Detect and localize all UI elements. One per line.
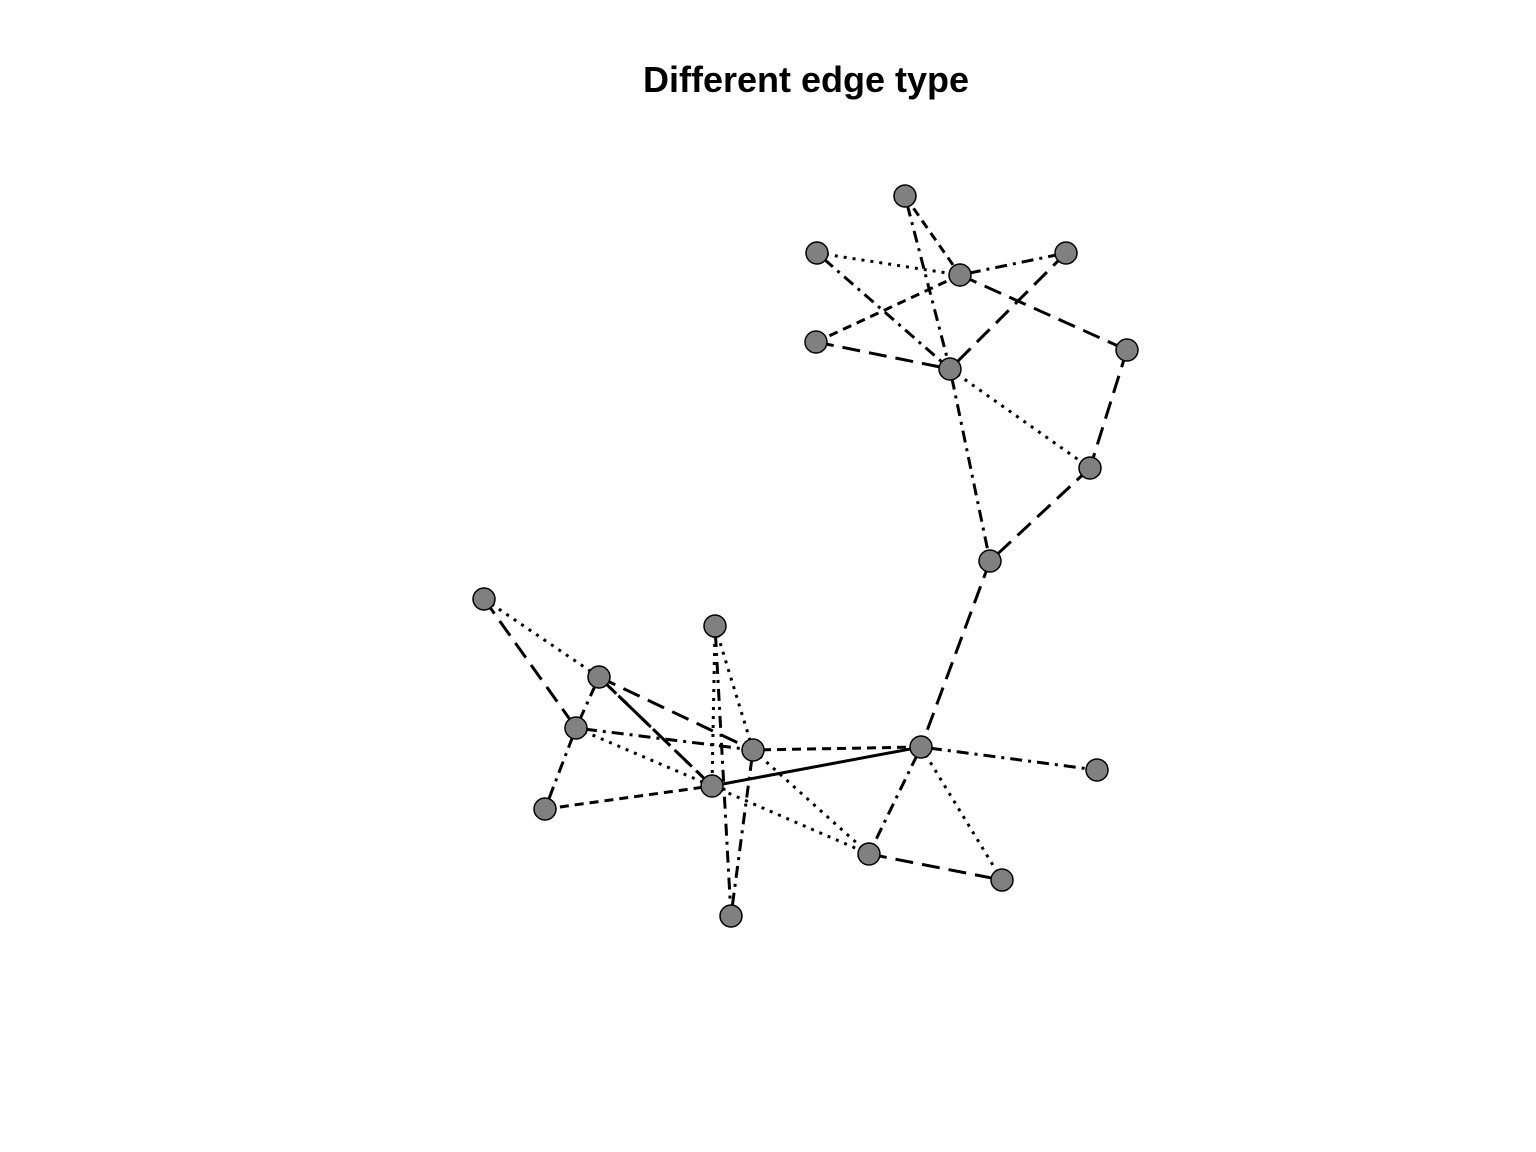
edge-dotdash [575, 726, 754, 752]
graph-node [1078, 456, 1102, 480]
edge-dotdash [816, 251, 951, 371]
graph-node [805, 241, 829, 265]
edge-longdash [598, 675, 754, 752]
edge-longdash [919, 560, 992, 748]
graph-node [978, 549, 1002, 573]
graph-node [703, 614, 727, 638]
nodes-layer [472, 184, 1139, 928]
edge-dotdash [713, 625, 733, 917]
edge-dashed [815, 273, 961, 344]
edge-dotted [713, 625, 755, 751]
edge-dotdash [729, 749, 755, 917]
edge-dashed [752, 745, 922, 752]
graph-node [1085, 758, 1109, 782]
graph-node [1054, 241, 1078, 265]
graph-node [472, 587, 496, 611]
edge-longdash [815, 340, 951, 371]
graph-node [909, 735, 933, 759]
graph-node [938, 357, 962, 381]
edge-dotdash [903, 195, 952, 370]
graph-node [719, 904, 743, 928]
graph-node [857, 842, 881, 866]
edge-dotted [711, 784, 870, 856]
edge-dotted [919, 746, 1004, 881]
edges-layer [482, 195, 1129, 917]
graph-node [804, 330, 828, 354]
edge-longdash [1088, 349, 1129, 469]
graph-node [564, 716, 588, 740]
edge-dotdash [920, 745, 1098, 772]
edge-dotdash [867, 746, 923, 855]
edge-dotted [710, 625, 717, 787]
edge-longdash [988, 466, 1092, 563]
edge-dotted [575, 726, 713, 788]
graph-node [948, 263, 972, 287]
edge-dashed [597, 675, 714, 788]
edge-dotdash [543, 727, 578, 810]
graph-node [741, 738, 765, 762]
graph-node [700, 774, 724, 798]
plot-title: Different edge type [642, 59, 970, 100]
edge-dotted [751, 748, 871, 856]
edge-dotdash [948, 368, 992, 562]
edge-dashed [903, 195, 962, 276]
edge-longdash [959, 273, 1128, 352]
edge-dotted [483, 597, 600, 679]
edge-longdash [482, 598, 578, 729]
graph-node [1115, 338, 1139, 362]
edge-dotdash [959, 251, 1067, 277]
graph-node [990, 868, 1014, 892]
graph-node [587, 665, 611, 689]
edge-dotted [949, 367, 1091, 470]
edge-dashed [544, 784, 713, 811]
edge-longdash [948, 251, 1068, 371]
graph-node [893, 184, 917, 208]
edge-dotted [816, 251, 961, 277]
edge-solid [711, 745, 922, 788]
graph-node [533, 797, 557, 821]
edge-longdash [868, 852, 1003, 882]
